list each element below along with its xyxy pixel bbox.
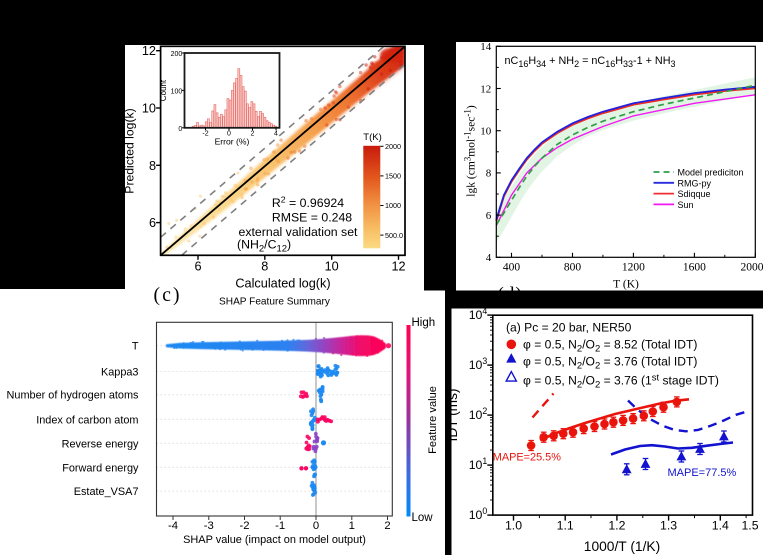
svg-text:400: 400 xyxy=(503,261,521,273)
svg-text:(c): (c) xyxy=(154,285,182,306)
svg-text:2: 2 xyxy=(384,520,390,532)
svg-text:1.0: 1.0 xyxy=(505,519,522,533)
svg-text:Kappa3: Kappa3 xyxy=(101,366,139,378)
svg-text:2: 2 xyxy=(251,130,255,137)
svg-text:RMSE = 0.248: RMSE = 0.248 xyxy=(272,211,352,225)
svg-text:12: 12 xyxy=(142,44,156,58)
svg-text:1000/T (1/K): 1000/T (1/K) xyxy=(584,539,660,554)
svg-text:RMG-py: RMG-py xyxy=(678,178,712,188)
svg-text:8: 8 xyxy=(149,159,156,173)
svg-text:1: 1 xyxy=(349,520,355,532)
svg-text:4: 4 xyxy=(486,252,492,264)
svg-text:6: 6 xyxy=(149,216,156,230)
svg-text:0: 0 xyxy=(313,520,319,532)
svg-text:Feature value: Feature value xyxy=(427,386,439,454)
svg-text:lgk (cm3mol-1sec-1): lgk (cm3mol-1sec-1) xyxy=(463,105,478,197)
svg-text:6: 6 xyxy=(194,260,201,274)
svg-text:Forward energy: Forward energy xyxy=(62,462,139,474)
svg-text:500.0: 500.0 xyxy=(385,231,403,240)
svg-text:-1: -1 xyxy=(275,520,285,532)
svg-text:12: 12 xyxy=(480,83,491,95)
svg-text:-2: -2 xyxy=(239,520,249,532)
svg-text:1000: 1000 xyxy=(385,201,401,210)
svg-text:8: 8 xyxy=(261,260,268,274)
svg-text:1600: 1600 xyxy=(683,261,706,273)
svg-text:6: 6 xyxy=(486,210,492,222)
svg-text:1200: 1200 xyxy=(622,261,645,273)
svg-text:12: 12 xyxy=(391,260,405,274)
svg-text:IDT (ms): IDT (ms) xyxy=(445,389,460,442)
svg-text:0: 0 xyxy=(178,126,182,133)
svg-text:1.4: 1.4 xyxy=(712,519,729,533)
svg-text:1500: 1500 xyxy=(385,172,401,181)
svg-text:Count: Count xyxy=(159,79,168,101)
svg-text:T (K): T (K) xyxy=(613,279,639,291)
svg-text:1.1: 1.1 xyxy=(557,519,574,533)
svg-text:Low: Low xyxy=(412,512,434,524)
svg-text:100: 100 xyxy=(171,88,183,95)
svg-text:200: 200 xyxy=(171,51,183,58)
svg-text:10: 10 xyxy=(480,126,492,138)
svg-text:Sdiqque: Sdiqque xyxy=(678,189,711,199)
svg-text:Calculated log(k): Calculated log(k) xyxy=(235,277,330,291)
svg-text:Model prediciton: Model prediciton xyxy=(678,168,744,178)
svg-text:1.2: 1.2 xyxy=(608,519,625,533)
svg-text:Sun: Sun xyxy=(678,200,694,210)
svg-text:2000: 2000 xyxy=(385,142,401,151)
svg-text:1.3: 1.3 xyxy=(660,519,677,533)
svg-text:14: 14 xyxy=(480,41,492,53)
svg-text:10: 10 xyxy=(325,260,339,274)
svg-text:MAPE=77.5%: MAPE=77.5% xyxy=(668,467,737,479)
svg-text:T: T xyxy=(132,341,139,353)
svg-text:Error (%): Error (%) xyxy=(215,137,250,147)
svg-text:nC16H34 + NH2 = nC16H33-1 + NH: nC16H34 + NH2 = nC16H33-1 + NH3 xyxy=(505,55,676,69)
svg-text:-3: -3 xyxy=(204,520,214,532)
svg-text:(a) Pc = 20 bar, NER50: (a) Pc = 20 bar, NER50 xyxy=(506,321,632,335)
svg-text:8: 8 xyxy=(486,168,492,180)
svg-text:800: 800 xyxy=(564,261,582,273)
svg-text:2000: 2000 xyxy=(741,261,763,273)
svg-text:4: 4 xyxy=(274,130,278,137)
svg-text:SHAP Feature Summary: SHAP Feature Summary xyxy=(219,297,331,308)
svg-text:-4: -4 xyxy=(168,520,178,532)
svg-text:Reverse energy: Reverse energy xyxy=(62,438,139,450)
svg-text:SHAP value (impact on model ou: SHAP value (impact on model output) xyxy=(183,534,366,546)
svg-text:10: 10 xyxy=(142,102,156,116)
svg-text:Estate_VSA7: Estate_VSA7 xyxy=(74,486,139,498)
svg-text:Number of hydrogen atoms: Number of hydrogen atoms xyxy=(7,390,140,402)
svg-text:Predicted log(k): Predicted log(k) xyxy=(123,108,137,193)
svg-text:High: High xyxy=(412,317,436,329)
svg-text:MAPE=25.5%: MAPE=25.5% xyxy=(493,452,561,464)
svg-text:1.5: 1.5 xyxy=(741,519,758,533)
svg-text:-2: -2 xyxy=(202,130,208,137)
svg-text:T(K): T(K) xyxy=(363,132,381,143)
svg-text:Index of carbon atom: Index of carbon atom xyxy=(36,414,138,426)
